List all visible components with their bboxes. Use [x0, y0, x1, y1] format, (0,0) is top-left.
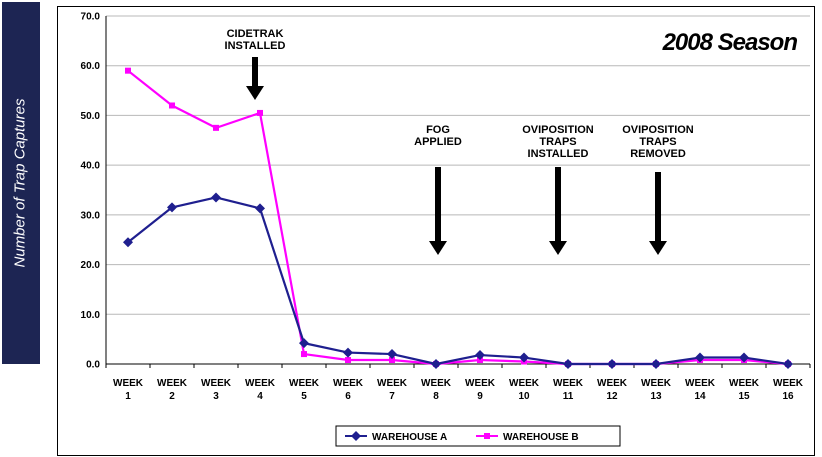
x-tick-label: WEEK 10: [509, 378, 540, 402]
y-tick-label: 0.0: [86, 360, 100, 371]
x-tick-label: WEEK 15: [729, 378, 760, 402]
x-tick-label: WEEK 5: [289, 378, 320, 402]
data-point: [519, 352, 529, 363]
y-tick-label: 70.0: [81, 12, 101, 23]
data-point: [169, 102, 175, 109]
x-tick-label: WEEK 7: [377, 378, 408, 402]
annotation-text: OVIPOSITION TRAPS REMOVED: [622, 124, 694, 160]
x-tick-label: WEEK 13: [641, 378, 672, 402]
y-tick-label: 10.0: [81, 310, 101, 321]
y-tick-label: 30.0: [81, 210, 101, 221]
data-point: [651, 359, 661, 369]
annotation-text: FOG APPLIED: [414, 124, 462, 148]
x-tick-label: WEEK 9: [465, 378, 496, 402]
y-tick-label: 40.0: [81, 161, 101, 172]
data-point: [299, 338, 309, 349]
annotation-text: OVIPOSITION TRAPS INSTALLED: [522, 124, 594, 160]
annotation-arrow-head: [549, 241, 567, 255]
data-point: [563, 359, 573, 369]
series-line: [127, 69, 789, 366]
data-point: [255, 203, 265, 214]
chart-title: 2008 Season: [662, 29, 798, 56]
legend-marker: [351, 431, 361, 441]
x-tick-label: WEEK 2: [157, 378, 188, 402]
chart-frame: [57, 6, 815, 456]
data-point: [345, 357, 351, 364]
data-point: [431, 359, 441, 369]
data-point: [257, 109, 263, 116]
data-point: [301, 351, 307, 358]
y-tick-label: 20.0: [81, 260, 101, 271]
x-tick-label: WEEK 11: [553, 378, 584, 402]
data-point: [343, 347, 353, 358]
annotation-arrow-head: [429, 241, 447, 255]
x-tick-label: WEEK 16: [773, 378, 804, 402]
annotation-text: CIDETRAK INSTALLED: [225, 28, 286, 52]
x-tick-label: WEEK 4: [245, 378, 276, 402]
legend-marker: [484, 433, 490, 439]
x-tick-label: WEEK 12: [597, 378, 628, 402]
data-point: [607, 359, 617, 369]
data-point: [475, 350, 485, 361]
data-point: [213, 124, 219, 131]
annotation-arrow-head: [649, 241, 667, 255]
data-point: [123, 237, 133, 248]
x-tick-label: WEEK 6: [333, 378, 364, 402]
data-point: [211, 192, 221, 203]
data-point: [783, 359, 793, 369]
data-point: [389, 357, 395, 364]
x-tick-label: WEEK 8: [421, 378, 452, 402]
series-line: [127, 196, 789, 366]
data-point: [167, 202, 177, 213]
x-tick-label: WEEK 3: [201, 378, 232, 402]
data-point: [125, 67, 131, 74]
legend-label: WAREHOUSE A: [372, 432, 447, 443]
data-point: [739, 352, 749, 363]
x-tick-label: WEEK 1: [113, 378, 144, 402]
data-point: [695, 352, 705, 363]
y-axis-label-band: [2, 2, 40, 364]
legend-label: WAREHOUSE B: [503, 432, 579, 443]
y-tick-label: 50.0: [81, 111, 101, 122]
y-tick-label: 60.0: [81, 61, 101, 72]
annotation-arrow-head: [246, 86, 264, 100]
data-point: [387, 349, 397, 360]
x-tick-label: WEEK 14: [685, 378, 716, 402]
